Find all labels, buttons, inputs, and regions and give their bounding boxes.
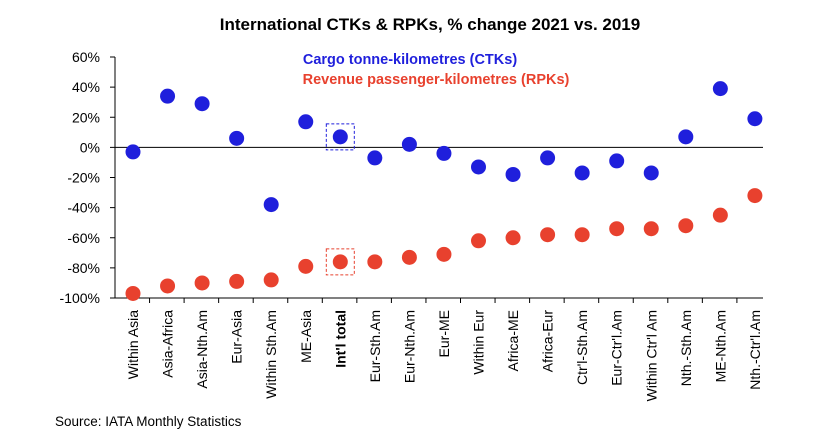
x-tick-label: Eur-Sth.Am: [367, 310, 383, 382]
x-tick-label: Asia-Nth.Am: [194, 310, 210, 389]
ctk-point: [298, 114, 314, 130]
y-tick-label: 40%: [72, 79, 100, 95]
rpk-point: [712, 207, 728, 223]
x-tick-label: Ctr'l-Sth.Am: [574, 310, 590, 385]
rpk-point: [609, 221, 625, 237]
y-tick-label: -20%: [67, 170, 100, 186]
rpk-point: [298, 258, 314, 274]
rpk-point: [540, 227, 556, 243]
x-tick-label: Within Sth.Am: [263, 310, 279, 399]
rpk-point: [678, 218, 694, 234]
ctk-point: [609, 153, 625, 169]
ctk-point: [263, 197, 279, 213]
ctk-point: [747, 111, 763, 127]
rpk-point: [471, 233, 486, 249]
x-tick-label: Int'l total: [332, 310, 348, 368]
legend-ctk: Cargo tonne-kilometres (CTKs): [303, 52, 517, 68]
y-tick-label: -60%: [67, 230, 100, 246]
rpk-point: [367, 254, 383, 270]
ctk-point: [401, 136, 417, 152]
y-tick-label: 60%: [72, 49, 100, 65]
ctk-point: [678, 129, 694, 145]
ctk-point: [712, 81, 728, 97]
x-tick-label: Eur-ME: [436, 310, 452, 357]
ctk-point: [436, 145, 452, 161]
rpk-point: [505, 230, 521, 246]
x-tick-label: Nth.-Ctr'l.Am: [747, 310, 763, 390]
ctk-point: [332, 129, 348, 145]
ctk-point: [643, 165, 659, 181]
ctk-point: [160, 88, 176, 104]
axes: 60% 40% 20% 0% -20% -40% -60% -80% -100% Within A…: [60, 49, 763, 401]
x-tick-label: Within Asia: [125, 310, 141, 379]
rpk-point: [436, 246, 452, 262]
x-tick-label: Africa-ME: [505, 310, 521, 371]
data-points: [125, 81, 763, 301]
ctk-point: [505, 166, 521, 182]
ctk-point: [574, 165, 590, 181]
x-tick-label: Eur-Asia: [229, 310, 245, 364]
ctk-point: [540, 150, 556, 166]
chart-title: International CTKs & RPKs, % change 2021…: [220, 15, 640, 34]
highlight-box-rpk: [325, 248, 355, 276]
y-tick-label: -40%: [67, 200, 100, 216]
rpk-point: [229, 273, 245, 289]
y-tick-label: 20%: [72, 109, 100, 125]
source-note: Source: IATA Monthly Statistics: [55, 414, 242, 429]
legend-rpk: Revenue passenger-kilometres (RPKs): [303, 72, 570, 88]
x-tick-label: Eur-Ctr'l.Am: [609, 310, 625, 386]
ctk-point: [471, 159, 486, 175]
rpk-point: [643, 221, 659, 237]
rpk-point: [125, 285, 141, 301]
x-tick-label: Asia-Africa: [160, 310, 176, 378]
ctk-point: [194, 96, 210, 112]
ctk-point: [367, 150, 383, 166]
x-tick-label: ME-Nth.Am: [712, 310, 728, 382]
y-tick-label: 0%: [80, 139, 100, 155]
rpk-point: [194, 275, 210, 291]
ctk-point: [125, 144, 141, 160]
y-tick-label: -80%: [67, 260, 100, 276]
rpk-point: [574, 227, 590, 243]
rpk-point: [160, 278, 176, 294]
x-tick-label: ME-Asia: [298, 310, 314, 363]
rpk-point: [332, 254, 348, 270]
y-tick-label: -100%: [60, 290, 100, 306]
x-tick-label: Within Eur: [471, 310, 487, 375]
x-tick-label: Eur-Nth.Am: [401, 310, 417, 383]
x-tick-label: Within Ctr'l Am: [643, 310, 659, 401]
rpk-point: [263, 272, 279, 288]
x-tick-label: Nth.-Sth.Am: [678, 310, 694, 386]
ctk-point: [229, 130, 245, 146]
x-tick-label: Africa-Eur: [540, 310, 556, 373]
rpk-point: [401, 249, 417, 265]
rpk-point: [747, 188, 763, 204]
highlight-box-ctk: [325, 123, 355, 151]
